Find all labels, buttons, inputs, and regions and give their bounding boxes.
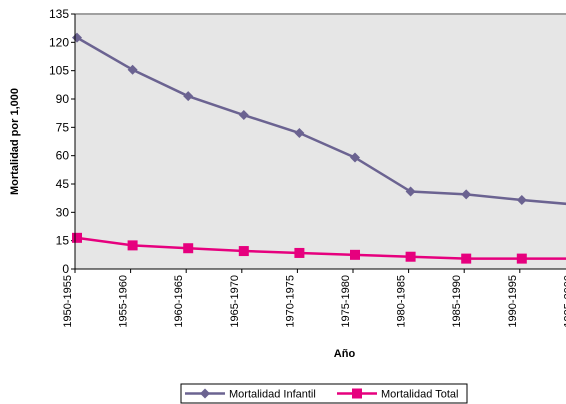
legend-label: Mortalidad Total [381,389,458,401]
y-tick-label: 105 [49,64,69,78]
data-point [238,246,249,257]
data-point [127,240,138,251]
y-tick-label: 75 [56,120,70,134]
data-point [350,249,360,260]
x-tick-label: 1960-1965 [173,275,185,328]
series-line [76,36,566,206]
data-point [294,128,305,138]
legend-marker [352,388,362,399]
series-square [72,232,566,264]
x-tick-label: 1970-1975 [284,275,296,328]
y-tick-label: 45 [56,177,70,191]
x-tick-label: 1950-1955 [62,275,74,328]
series-line [76,236,566,260]
data-point [127,64,138,75]
data-point [294,247,305,258]
data-point [238,110,249,121]
legend-marker [200,388,210,399]
y-tick-label: 90 [56,92,70,106]
legend-item: Mortalidad Total [337,388,458,401]
data-point [461,253,472,264]
y-tick-label: 0 [62,262,69,276]
x-tick-label: 1975-1980 [340,275,352,328]
legend-item: Mortalidad Infantil [185,388,316,401]
y-tick-label: 15 [56,234,70,248]
data-point [405,186,416,197]
x-tick-label: 1990-1995 [507,275,519,328]
x-tick-label: 1955-1960 [118,275,130,328]
legend-box [180,383,468,404]
x-tick-label: 1965-1970 [229,275,241,328]
data-point [183,91,194,102]
y-axis-title: Mortalidad por 1,000 [9,88,21,195]
x-tick-label: 1980-1985 [396,275,408,328]
x-axis-ticks: 1950-1955 1955-1960 1960-1965 1965-1970 1970… [62,269,566,328]
y-tick-label: 60 [56,149,70,163]
x-tick-label: 1995-2000 [562,275,566,328]
data-point [516,195,527,206]
y-tick-label: 120 [49,35,69,49]
y-axis-ticks: 0 15 30 45 60 75 90 105 120 135 [49,7,75,276]
data-point [350,152,360,163]
data-point [405,251,416,262]
data-point [183,243,194,254]
data-point [72,232,82,243]
x-tick-label: 1985-1990 [451,275,463,328]
x-axis-title: Año [334,348,356,360]
legend-label: Mortalidad Infantil [229,389,316,401]
y-tick-label: 135 [49,7,69,21]
data-point [461,189,472,200]
legend: Mortalidad Infantil Mortalidad Total [180,383,468,404]
data-point [516,253,527,264]
y-tick-label: 30 [56,205,70,219]
